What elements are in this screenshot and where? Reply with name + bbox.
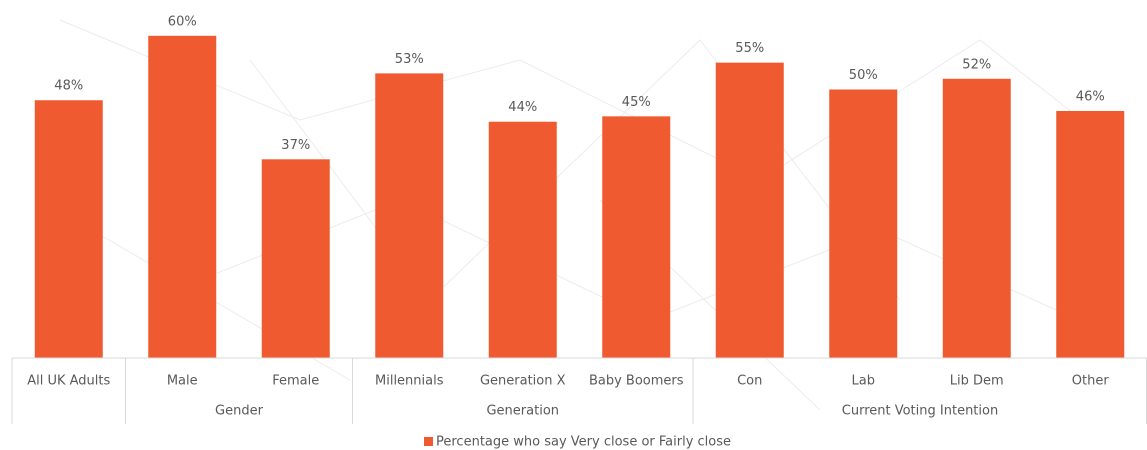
data-label: 46%: [1076, 89, 1105, 104]
group-label: Gender: [215, 404, 264, 419]
legend-label: Percentage who say Very close or Fairly …: [436, 435, 731, 450]
data-label: 50%: [849, 68, 878, 83]
bar: [715, 62, 784, 359]
x-tick-label: Baby Boomers: [589, 374, 684, 389]
bar: [942, 78, 1011, 358]
bar: [34, 100, 103, 359]
x-tick-label: Other: [1072, 374, 1110, 389]
x-tick-label: Con: [737, 374, 762, 389]
bar: [829, 89, 898, 358]
x-tick-label: All UK Adults: [27, 374, 110, 389]
x-tick-label: Male: [167, 374, 198, 389]
x-tick-label: Female: [272, 374, 319, 389]
data-label: 52%: [962, 57, 991, 72]
data-label: 48%: [54, 79, 83, 94]
data-label: 45%: [622, 95, 651, 110]
x-tick-label: Lab: [852, 374, 875, 389]
x-tick-label: Millennials: [375, 374, 444, 389]
bar: [261, 159, 330, 358]
group-label: Generation: [486, 404, 559, 419]
bar: [602, 116, 671, 358]
bar: [488, 121, 557, 358]
data-label: 44%: [508, 100, 537, 115]
group-label: Current Voting Intention: [842, 404, 998, 419]
data-label: 37%: [281, 138, 310, 153]
x-tick-label: Generation X: [480, 374, 566, 389]
data-label: 53%: [395, 52, 424, 67]
data-label: 55%: [735, 41, 764, 56]
legend-swatch: [424, 437, 433, 446]
bar: [1056, 110, 1125, 358]
bar: [148, 35, 217, 359]
x-tick-label: Lib Dem: [950, 374, 1004, 389]
data-label: 60%: [168, 14, 197, 29]
bar: [375, 73, 444, 358]
